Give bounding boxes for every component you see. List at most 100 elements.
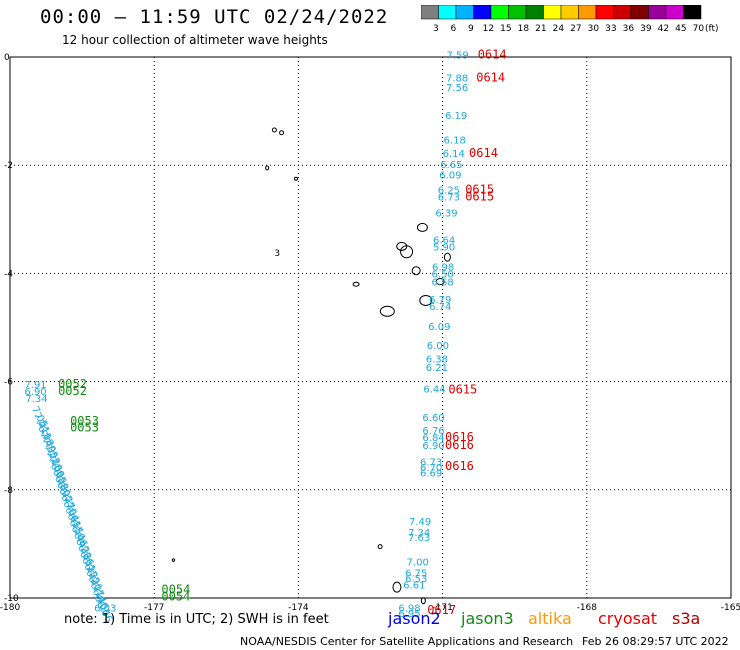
pass-time-label: 0614 <box>469 146 498 160</box>
colorbar-label: 70 <box>693 24 705 34</box>
pass-time-label: 0053 <box>70 420 99 434</box>
wave-height-label: 6.76 <box>422 426 444 437</box>
wave-height-label: 5.90 <box>433 243 455 254</box>
wave-height-label: 6.95 <box>398 609 420 620</box>
lat-tick-label: -4 <box>4 269 13 279</box>
island-outline <box>420 597 426 605</box>
island-outline <box>279 130 285 136</box>
lon-tick-label: -174 <box>288 603 309 613</box>
wave-height-label: 7.63 <box>408 533 430 544</box>
wave-height-label: 6.98 <box>398 604 420 615</box>
wave-height-label: 6.03 <box>94 604 116 615</box>
wave-height-label: 7.56 <box>446 83 468 94</box>
page-subtitle: 12 hour collection of altimeter wave hei… <box>62 33 328 47</box>
island-label: 3 <box>274 249 280 259</box>
wave-height-label: 6.69 <box>420 468 442 479</box>
wave-height-label: 6.09 <box>439 171 461 182</box>
wave-height-label: 6.18 <box>444 136 466 147</box>
wave-height-label: 6.39 <box>435 209 457 220</box>
pass-time-label: 0617 <box>427 603 456 617</box>
island-outline <box>443 252 451 262</box>
colorbar-unit: (ft) <box>705 24 719 34</box>
wave-height-label: 6.64 <box>433 236 455 247</box>
lat-tick-label: -8 <box>4 486 13 496</box>
wave-height-label: 6.21 <box>426 363 448 374</box>
wave-height-label: 6.73 <box>420 457 442 468</box>
lat-tick-label: 0 <box>4 53 10 63</box>
colorbar-label: 30 <box>588 24 600 34</box>
wave-height-label: 6.50 <box>432 270 454 281</box>
wave-height-label: 6.74 <box>429 302 451 313</box>
island-outline <box>411 266 421 276</box>
pass-time-label: 0052 <box>58 384 87 398</box>
wave-height-label: 6.61 <box>403 580 425 591</box>
wave-height-label: 7.00 <box>407 558 429 569</box>
colorbar-label: 21 <box>535 24 546 34</box>
wave-height-label: 6.90 <box>422 441 444 452</box>
pass-time-label: 0615 <box>448 383 477 397</box>
lon-tick-label: -177 <box>144 603 164 613</box>
island-outline <box>396 241 408 251</box>
wave-height-label: 6.25 <box>438 185 460 196</box>
colorbar-label: 33 <box>605 24 616 34</box>
footer-credit: NOAA/NESDIS Center for Satellite Applica… <box>240 635 574 648</box>
page-title: 00:00 – 11:59 UTC 02/24/2022 <box>40 6 389 28</box>
pass-time-label: 0054 <box>161 590 190 604</box>
legend-jason3: jason3 <box>461 609 514 628</box>
colorbar-label: 39 <box>640 24 652 34</box>
pass-time-label: 0614 <box>478 48 507 62</box>
wave-height-label: 6.84 <box>422 433 444 444</box>
wave-height-label: 6.90 <box>24 387 46 398</box>
island-outline <box>377 544 383 550</box>
island-outline <box>392 581 402 593</box>
wave-height-label: 6.98 <box>432 263 454 274</box>
lon-tick-label: -165 <box>721 603 740 613</box>
lat-tick-label: -10 <box>4 594 19 604</box>
wave-height-label: 7.34 <box>25 394 47 405</box>
color-scale-legend: 3 6 9 12 15 18 21 24 27 30 33 36 39 42 45 70 (ft) <box>421 5 719 34</box>
pass-time-label: 0052 <box>58 377 87 391</box>
wave-height-label: 6.14 <box>443 149 465 160</box>
island-outline <box>171 558 176 562</box>
wave-height-label: 6.60 <box>422 413 444 424</box>
colorbar-label: 24 <box>553 24 565 34</box>
colorbar-label: 3 <box>433 24 439 34</box>
wave-height-label: 6.65 <box>440 160 462 171</box>
wave-height-label: 6.58 <box>432 277 454 288</box>
pass-time-label: 0615 <box>465 182 494 196</box>
lon-tick-label: -171 <box>432 603 452 613</box>
colorbar-label: 42 <box>658 24 669 34</box>
pass-time-label: 0614 <box>476 70 505 84</box>
wave-height-label: 6.73 <box>438 192 460 203</box>
lon-tick-label: -168 <box>577 603 598 613</box>
lat-tick-label: -6 <box>4 378 13 388</box>
colorbar-label: 15 <box>500 24 511 34</box>
wave-height-label: 6.19 <box>445 111 467 122</box>
colorbar-label: 45 <box>675 24 686 34</box>
wave-height-label: 6.53 <box>405 574 427 585</box>
wave-height-label: 6.79 <box>429 295 451 306</box>
legend-s3a: s3a <box>672 609 701 628</box>
colorbar-label: 6 <box>451 24 457 34</box>
colorbar-label: 12 <box>483 24 494 34</box>
wave-height-label: 6.75 <box>405 568 427 579</box>
pass-time-label: 0054 <box>161 583 190 597</box>
pass-time-label: 0616 <box>445 438 474 452</box>
island-outline <box>352 281 360 287</box>
wave-height-label: 7.59 <box>446 51 468 62</box>
lat-tick-label: -2 <box>4 161 13 171</box>
wave-height-label: 6.00 <box>427 341 449 352</box>
wave-height-label: 6.09 <box>428 322 450 333</box>
pass-time-label: 0053 <box>70 414 99 428</box>
legend-cryosat: cryosat <box>598 609 658 628</box>
island-outline <box>435 278 445 286</box>
footer-timestamp: Feb 26 08:29:57 UTC 2022 <box>582 635 729 648</box>
island-outline <box>265 165 270 171</box>
pass-time-label: 0616 <box>445 459 474 473</box>
pass-time-label: 0616 <box>445 430 474 444</box>
map-frame <box>9 56 732 599</box>
island-outline <box>379 305 395 317</box>
colorbar-label: 36 <box>623 24 635 34</box>
colorbar-label: 9 <box>468 24 474 34</box>
